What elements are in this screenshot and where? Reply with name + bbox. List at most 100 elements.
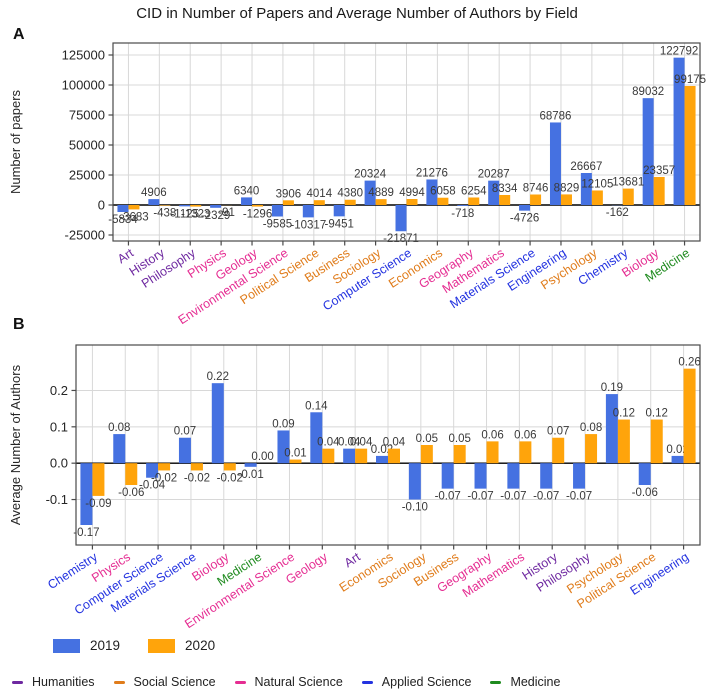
bar-2019-physics	[210, 205, 222, 208]
bar-2019-biology	[211, 383, 224, 464]
value-label: -4726	[510, 213, 539, 225]
legend-label-2020: 2020	[185, 638, 216, 653]
bar-2019-history	[148, 199, 160, 205]
value-label: -718	[451, 208, 474, 220]
bar-2020-business	[453, 445, 466, 464]
value-label: 0.04	[317, 437, 340, 449]
bar-2020-philosophy	[190, 205, 202, 207]
value-label: 0.02	[371, 444, 393, 456]
value-label: -0.07	[500, 491, 526, 503]
value-label: -0.02	[217, 472, 243, 484]
bar-2019-chemistry	[80, 463, 93, 525]
legend-item-humanities: Humanities	[12, 675, 95, 689]
social-science-dash-icon	[113, 680, 125, 684]
value-label: -438	[153, 208, 176, 220]
bar-2019-business	[441, 463, 454, 489]
value-label: 6058	[430, 186, 456, 198]
value-label: 26667	[570, 161, 602, 173]
value-label: 0.06	[514, 429, 536, 441]
category-legend: Humanities Social Science Natural Scienc…	[12, 675, 560, 689]
legend-item-2019: 2019	[53, 638, 120, 653]
bar-2020-computer-science	[406, 199, 418, 205]
value-label: 99175	[674, 74, 706, 86]
bar-2020-geology	[322, 448, 335, 464]
humanities-dash-icon	[12, 680, 23, 684]
bar-2020-business	[344, 199, 356, 205]
bar-2019-engineering	[549, 122, 561, 205]
value-label: 23357	[643, 165, 675, 177]
value-label: 0.26	[678, 357, 700, 369]
bar-2019-medicine	[673, 57, 685, 206]
bar-2019-history	[540, 463, 553, 489]
y-axis-title: Average Number of Authors	[8, 364, 23, 525]
value-label: -0.06	[632, 487, 658, 499]
value-label: 3906	[276, 188, 302, 200]
value-label: 0.07	[547, 426, 569, 438]
bar-2020-mathematics	[519, 441, 532, 464]
bar-2020-chemistry	[622, 188, 634, 205]
value-label: 0.22	[207, 371, 229, 383]
value-label: -0.10	[402, 502, 428, 514]
bar-2020-materials-science	[530, 194, 542, 205]
bar-2020-sociology	[420, 445, 433, 464]
y-tick-label: 100000	[62, 78, 105, 93]
bar-2019-geology	[241, 197, 253, 205]
bar-2019-sociology	[364, 180, 376, 205]
value-label: 0.06	[481, 429, 503, 441]
panel-a-chart: -5834 4906-1125 -2329 6340 -9585-10317-9451 2…	[8, 42, 706, 327]
value-label: 0.05	[416, 433, 438, 445]
value-label: 0.07	[174, 426, 196, 438]
legend-label-2019: 2019	[90, 638, 121, 653]
bar-2020-mathematics	[499, 194, 511, 205]
value-label: -0.17	[73, 527, 99, 539]
bar-2020-biology	[653, 176, 665, 205]
bar-2019-environmental-science	[271, 205, 283, 217]
medicine-dash-icon	[490, 680, 502, 684]
value-label: -0.07	[533, 491, 559, 503]
bar-2020-geography	[486, 441, 499, 464]
value-label: 4380	[337, 188, 363, 200]
value-label: 0.08	[580, 422, 602, 434]
value-label: 4906	[141, 187, 167, 199]
legend-label-applied-science: Applied Science	[381, 675, 472, 689]
bar-2019-environmental-science	[277, 430, 290, 464]
bar-2020-history	[552, 437, 565, 464]
bar-2019-philosophy	[179, 205, 191, 207]
value-label: -9451	[324, 218, 353, 230]
bar-2020-history	[159, 205, 171, 206]
bar-2019-computer-science	[146, 463, 159, 478]
bar-2020-sociology	[375, 199, 387, 205]
bar-2019-philosophy	[573, 463, 586, 489]
legend-label-humanities: Humanities	[32, 675, 95, 689]
value-label: 0.04	[383, 437, 406, 449]
value-label: -9585	[263, 219, 292, 231]
value-label: -5834	[108, 214, 138, 226]
bar-2019-economics	[426, 179, 438, 205]
bar-2019-physics	[113, 434, 126, 464]
panel-a-label: A	[13, 26, 25, 43]
bar-2019-art	[343, 448, 356, 464]
bar-2020-medicine	[684, 85, 696, 205]
value-label: 0.19	[601, 382, 623, 394]
bar-2020-environmental-science	[289, 459, 302, 464]
value-label: -0.06	[118, 487, 144, 499]
value-label: -91	[218, 207, 235, 219]
value-label: -0.09	[85, 498, 111, 510]
bar-2020-psychology	[591, 190, 603, 205]
y-tick-label: 0	[98, 198, 105, 213]
value-label: -0.07	[467, 491, 493, 503]
value-label: 0.00	[251, 451, 273, 463]
applied-science-dash-icon	[361, 680, 373, 684]
value-label: -162	[606, 207, 629, 219]
value-label: 0.04	[350, 437, 373, 449]
value-label: -1125	[170, 208, 199, 220]
y-tick-label: -25000	[65, 228, 105, 243]
value-label: -0.07	[435, 491, 461, 503]
legend-label-social-science: Social Science	[133, 675, 216, 689]
bar-2020-engineering	[560, 194, 572, 205]
bar-2020-materials-science	[190, 463, 203, 471]
legend-label-medicine: Medicine	[510, 675, 561, 689]
bar-2019-engineering	[671, 455, 684, 464]
value-label: -3683	[119, 211, 148, 223]
bar-2020-engineering	[683, 368, 696, 464]
